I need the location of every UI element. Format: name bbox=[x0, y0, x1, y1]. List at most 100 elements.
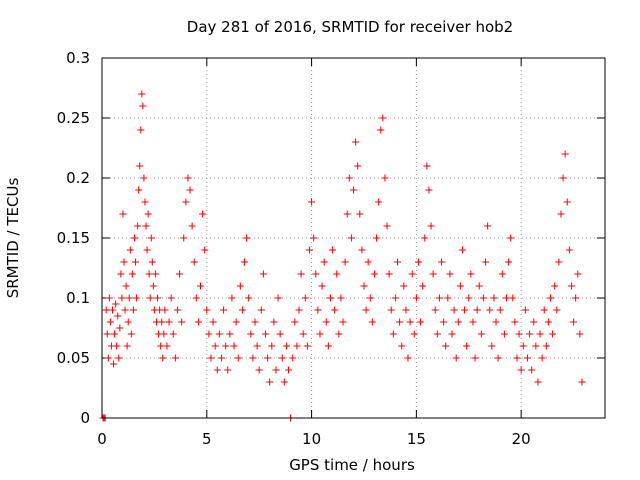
data-point bbox=[301, 294, 309, 302]
data-point bbox=[139, 102, 147, 110]
data-point bbox=[134, 222, 142, 230]
data-point bbox=[557, 210, 565, 218]
y-tick-label: 0.05 bbox=[57, 349, 90, 367]
data-point bbox=[145, 270, 153, 278]
data-point bbox=[494, 354, 502, 362]
data-point bbox=[567, 282, 575, 290]
data-point bbox=[238, 306, 246, 314]
data-point bbox=[154, 294, 162, 302]
data-point bbox=[312, 270, 320, 278]
x-tick-label: 10 bbox=[302, 430, 321, 448]
data-point bbox=[350, 186, 357, 194]
data-point bbox=[318, 282, 326, 290]
data-point bbox=[440, 318, 448, 326]
data-point bbox=[368, 318, 376, 326]
data-point bbox=[341, 258, 349, 266]
data-point bbox=[484, 222, 492, 230]
data-point bbox=[438, 258, 446, 266]
data-point bbox=[188, 222, 196, 230]
data-point bbox=[471, 354, 479, 362]
data-point bbox=[116, 324, 124, 332]
data-point bbox=[461, 306, 469, 314]
data-point bbox=[115, 354, 123, 362]
data-point bbox=[479, 294, 487, 302]
data-point bbox=[197, 282, 205, 290]
data-point bbox=[398, 342, 406, 350]
data-point bbox=[232, 318, 240, 326]
data-point bbox=[433, 330, 441, 338]
data-point bbox=[429, 270, 437, 278]
data-point bbox=[486, 306, 494, 314]
data-point bbox=[549, 330, 557, 338]
data-point bbox=[261, 330, 269, 338]
data-point bbox=[534, 378, 542, 386]
data-point bbox=[158, 318, 166, 326]
data-point bbox=[339, 318, 347, 326]
data-point bbox=[530, 318, 538, 326]
data-point bbox=[293, 342, 301, 350]
x-tick-label: 20 bbox=[512, 430, 531, 448]
data-point bbox=[331, 306, 339, 314]
y-tick-label: 0 bbox=[80, 409, 90, 427]
data-point bbox=[222, 342, 230, 350]
data-point bbox=[431, 306, 439, 314]
x-tick-label: 15 bbox=[407, 430, 426, 448]
data-point bbox=[469, 318, 477, 326]
data-point bbox=[120, 258, 128, 266]
data-point bbox=[435, 294, 443, 302]
data-point bbox=[385, 270, 393, 278]
data-point bbox=[103, 330, 111, 338]
data-point bbox=[176, 270, 184, 278]
data-point bbox=[505, 258, 513, 266]
data-point bbox=[352, 138, 360, 146]
data-point bbox=[217, 354, 225, 362]
data-point bbox=[135, 186, 143, 194]
data-point bbox=[377, 126, 385, 134]
data-point bbox=[247, 330, 255, 338]
data-point bbox=[425, 186, 433, 194]
data-point bbox=[173, 306, 181, 314]
data-point bbox=[320, 258, 328, 266]
data-point bbox=[106, 318, 114, 326]
data-point bbox=[111, 330, 119, 338]
x-axis-label: GPS time / hours bbox=[289, 456, 415, 474]
data-point bbox=[314, 306, 322, 314]
data-point bbox=[108, 306, 116, 314]
data-point bbox=[295, 306, 303, 314]
data-point bbox=[326, 294, 334, 302]
data-point bbox=[452, 354, 460, 362]
data-point bbox=[141, 198, 149, 206]
data-point bbox=[161, 306, 169, 314]
data-point bbox=[110, 360, 118, 368]
data-point bbox=[171, 354, 179, 362]
data-point bbox=[114, 312, 122, 320]
data-point bbox=[547, 294, 555, 302]
data-point bbox=[119, 210, 127, 218]
data-point bbox=[167, 294, 175, 302]
data-point bbox=[226, 330, 234, 338]
data-point bbox=[143, 246, 151, 254]
data-point bbox=[276, 330, 284, 338]
data-point bbox=[536, 330, 544, 338]
data-point bbox=[366, 294, 374, 302]
data-point bbox=[305, 246, 313, 254]
data-point bbox=[245, 294, 253, 302]
data-point bbox=[136, 162, 144, 170]
data-point bbox=[243, 234, 251, 242]
data-point bbox=[521, 306, 529, 314]
data-point bbox=[253, 342, 261, 350]
data-point bbox=[463, 342, 471, 350]
data-point bbox=[528, 366, 536, 374]
data-point bbox=[159, 354, 167, 362]
data-point bbox=[570, 318, 578, 326]
data-point bbox=[280, 378, 288, 386]
data-point bbox=[291, 318, 299, 326]
data-point bbox=[112, 300, 120, 308]
data-point bbox=[511, 318, 519, 326]
data-point bbox=[370, 270, 378, 278]
data-point bbox=[137, 126, 145, 134]
data-point bbox=[190, 258, 198, 266]
data-point bbox=[102, 306, 110, 314]
data-point bbox=[509, 294, 517, 302]
data-point bbox=[458, 246, 466, 254]
